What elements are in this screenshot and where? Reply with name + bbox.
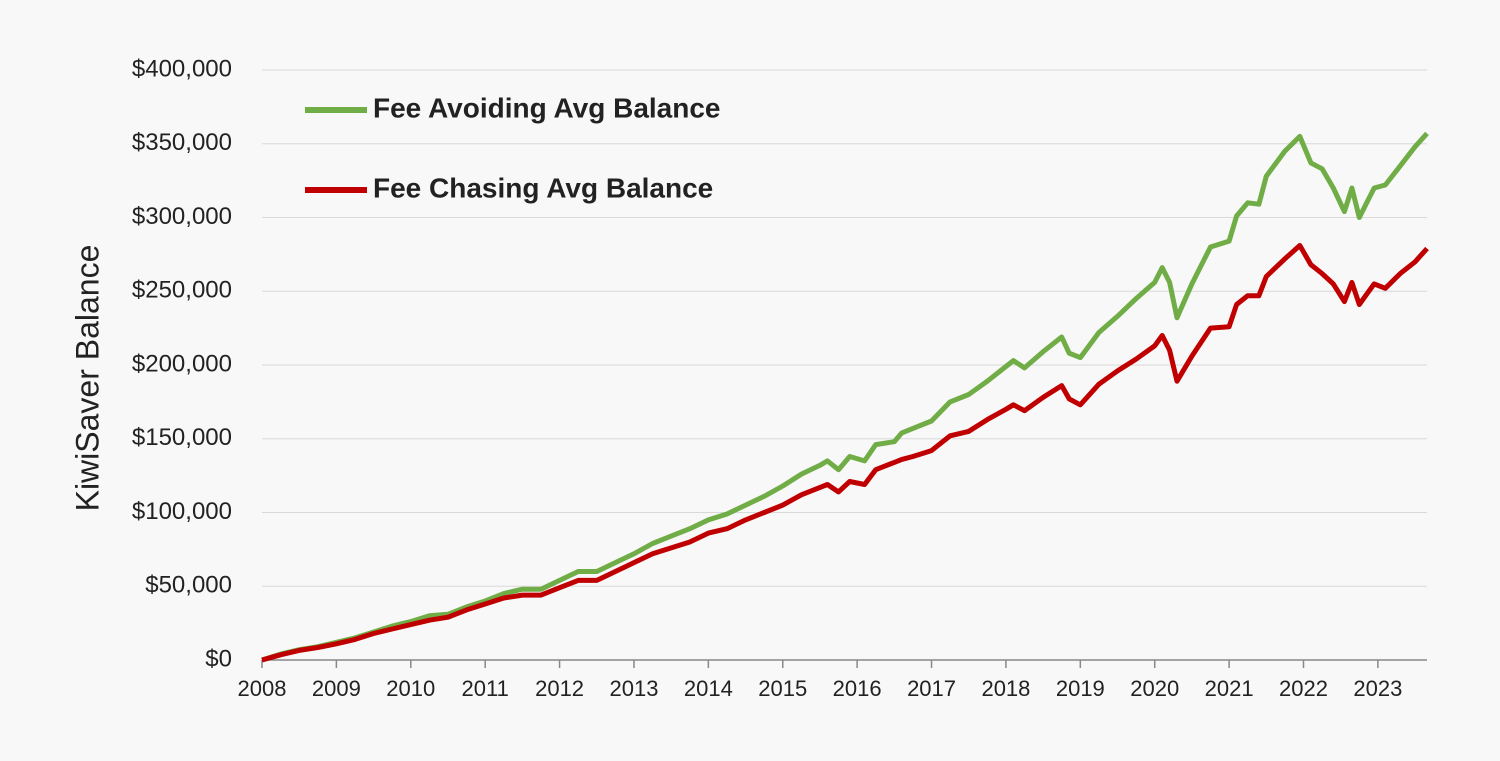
- legend-label: Fee Avoiding Avg Balance: [373, 92, 720, 123]
- y-tick-label: $300,000: [132, 203, 232, 230]
- x-tick-label: 2012: [535, 676, 584, 701]
- x-tick-label: 2021: [1205, 676, 1254, 701]
- x-tick-label: 2020: [1130, 676, 1179, 701]
- x-tick-label: 2019: [1056, 676, 1105, 701]
- series-line: [261, 243, 1429, 663]
- y-tick-label: $250,000: [132, 277, 232, 304]
- y-tick-label: $0: [205, 645, 232, 672]
- x-tick-label: 2016: [833, 676, 882, 701]
- x-tick-label: 2023: [1353, 676, 1402, 701]
- x-tick-label: 2022: [1279, 676, 1328, 701]
- x-tick-label: 2009: [312, 676, 361, 701]
- x-tick-label: 2008: [238, 676, 287, 701]
- y-tick-label: $400,000: [132, 55, 232, 82]
- y-tick-label: $200,000: [132, 350, 232, 377]
- legend-label: Fee Chasing Avg Balance: [373, 172, 713, 203]
- y-tick-label: $50,000: [145, 572, 232, 599]
- y-tick-label: $100,000: [132, 498, 232, 525]
- x-tick-label: 2013: [609, 676, 658, 701]
- x-tick-label: 2014: [684, 676, 733, 701]
- y-axis-label: KiwiSaver Balance: [69, 245, 105, 512]
- series-line: [261, 131, 1429, 663]
- x-tick-label: 2017: [907, 676, 956, 701]
- x-tick-label: 2015: [758, 676, 807, 701]
- x-tick-label: 2018: [981, 676, 1030, 701]
- y-tick-label: $150,000: [132, 424, 232, 451]
- y-tick-label: $350,000: [132, 129, 232, 156]
- x-tick-label: 2010: [386, 676, 435, 701]
- x-tick-label: 2011: [462, 676, 509, 701]
